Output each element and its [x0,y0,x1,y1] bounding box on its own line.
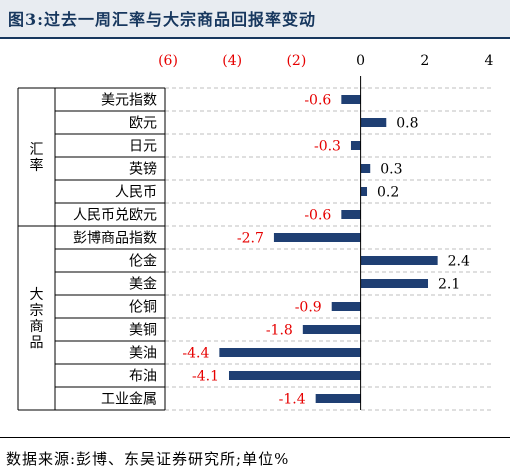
category-label: 欧元 [129,116,157,132]
data-label: -4.4 [182,346,209,362]
category-label: 工业金属 [101,392,157,408]
bar [273,233,361,242]
bar-chart: 美元指数欧元日元英镑人民币人民币兑欧元彭博商品指数伦金美金伦铜美铜美油布油工业金… [17,53,494,411]
category-label: 伦金 [129,254,157,270]
bar [228,371,361,380]
category-label: 美油 [129,346,157,362]
bar [219,348,361,357]
data-label: 2.1 [438,277,460,293]
data-label: 0.2 [377,185,399,201]
data-label: -2.7 [237,231,264,247]
bar [341,95,361,104]
category-label: 美铜 [129,323,157,339]
x-tick-label: (6) [158,53,178,69]
category-label: 日元 [129,139,157,155]
data-label: -1.4 [279,392,306,408]
x-tick-label: (2) [286,53,306,69]
footer-divider [0,437,510,438]
bar [302,325,361,334]
bar [360,279,429,288]
bar [331,302,361,311]
x-tick-label: 0 [356,53,365,69]
data-labels: -0.6 0.8 -0.3 0.3 0.2 -0.6 -2.7 2.4 2.1 -0.9-1.8 -… [182,93,470,408]
bar [360,256,438,265]
category-label: 布油 [129,369,157,385]
category-label: 彭博商品指数 [73,230,157,247]
group-label: 汇率 [30,142,44,174]
data-label: -4.1 [192,369,219,385]
gridlines [165,87,493,411]
source-note: 数据来源:彭博、东吴证券研究所;单位% [6,450,290,468]
data-label: -1.8 [266,323,293,339]
data-label: -0.6 [304,208,331,224]
category-table: 美元指数欧元日元英镑人民币人民币兑欧元彭博商品指数伦金美金伦铜美铜美油布油工业金… [17,87,166,411]
data-label: 0.8 [396,116,418,132]
bar [360,118,387,127]
data-label: -0.9 [295,300,322,316]
category-label: 人民币 [115,185,157,201]
category-label: 人民币兑欧元 [73,208,157,224]
data-label: 0.3 [380,162,402,178]
title-bar: 图3:过去一周汇率与大宗商品回报率变动 [0,0,510,39]
bar [341,210,361,219]
category-label: 伦铜 [129,300,157,316]
category-label: 美元指数 [101,93,157,109]
category-label: 英镑 [129,161,157,178]
chart-title: 图3:过去一周汇率与大宗商品回报率变动 [8,10,317,29]
category-label: 美金 [129,277,157,293]
data-label: -0.6 [304,93,331,109]
x-axis-ticks: (6) (4) (2) 0 2 4 [158,53,493,69]
bar [360,187,368,196]
data-label: 2.4 [448,254,470,270]
bar [350,141,361,150]
group-label: 大宗商品 [30,287,44,351]
x-tick-label: 2 [420,53,429,69]
data-label: -0.3 [314,139,341,155]
bar [360,164,371,173]
bar [315,394,361,403]
bars [219,95,438,403]
x-tick-label: 4 [485,53,494,69]
x-tick-label: (4) [222,53,242,69]
